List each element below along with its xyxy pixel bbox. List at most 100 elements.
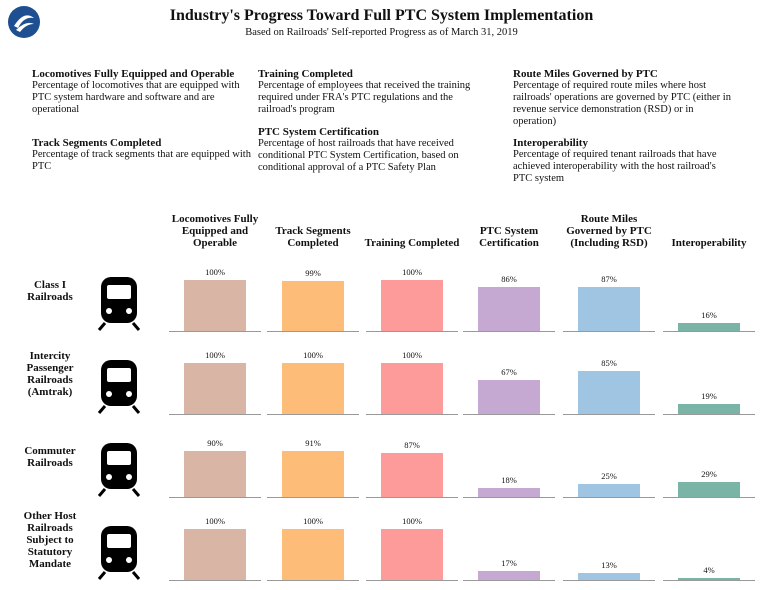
baseline xyxy=(663,580,755,581)
column-header: Training Completed xyxy=(364,237,460,249)
baseline xyxy=(267,497,359,498)
definition: Training Completed Percentage of employee… xyxy=(258,68,478,116)
value-label: 29% xyxy=(701,469,717,480)
bar xyxy=(381,363,443,414)
definition: Route Miles Governed by PTC Percentage of… xyxy=(513,68,733,128)
baseline xyxy=(267,414,359,415)
baseline xyxy=(366,497,458,498)
baseline xyxy=(663,497,755,498)
column-header: PTC System Certification xyxy=(479,225,539,249)
value-label: 13% xyxy=(601,560,617,571)
bar xyxy=(478,287,540,331)
baseline xyxy=(563,580,655,581)
bar xyxy=(478,379,540,414)
value-label: 100% xyxy=(205,350,225,360)
value-label: 87% xyxy=(404,439,420,450)
value-label: 100% xyxy=(402,350,422,360)
definition: PTC System Certification Percentage of ho… xyxy=(258,126,478,174)
value-label: 100% xyxy=(402,267,422,277)
value-label: 100% xyxy=(205,267,225,277)
bar xyxy=(678,404,740,414)
column-header: Locomotives Fully Equipped and Operable xyxy=(171,213,259,249)
value-label: 100% xyxy=(303,350,323,360)
definition-text: Percentage of track segments that are eq… xyxy=(32,149,251,172)
bar xyxy=(578,573,640,580)
definition-heading: Route Miles Governed by PTC xyxy=(513,68,658,80)
baseline xyxy=(169,414,261,415)
bar xyxy=(478,571,540,580)
logo xyxy=(8,6,40,38)
value-label: 67% xyxy=(501,366,517,377)
bar xyxy=(381,529,443,580)
definition-heading: Training Completed xyxy=(258,68,353,80)
bar xyxy=(282,450,344,497)
baseline xyxy=(663,331,755,332)
value-label: 99% xyxy=(305,267,321,278)
bar xyxy=(184,529,246,580)
baseline xyxy=(169,580,261,581)
definition-text: Percentage of host railroads that have r… xyxy=(258,138,459,173)
row-label: Class I Railroads xyxy=(27,279,73,303)
value-label: 25% xyxy=(601,471,617,482)
row-label: Other Host Railroads Subject to Statutor… xyxy=(23,510,77,570)
baseline xyxy=(663,414,755,415)
bar xyxy=(678,577,740,580)
baseline xyxy=(366,580,458,581)
baseline xyxy=(366,331,458,332)
value-label: 17% xyxy=(501,558,517,569)
bar xyxy=(381,280,443,331)
value-label: 4% xyxy=(703,564,715,575)
definition: Track Segments Completed Percentage of tr… xyxy=(32,137,252,173)
baseline xyxy=(366,414,458,415)
baseline xyxy=(563,414,655,415)
title: Industry's Progress Toward Full PTC Syst… xyxy=(169,7,594,24)
subtitle: Based on Railroads' Self-reported Progre… xyxy=(245,27,518,38)
value-label: 87% xyxy=(601,273,617,284)
baseline xyxy=(267,331,359,332)
column-header: Track Segments Completed xyxy=(275,225,351,249)
bar xyxy=(578,370,640,414)
value-label: 19% xyxy=(701,391,717,402)
train-icon xyxy=(97,526,141,580)
bar xyxy=(678,322,740,331)
bar xyxy=(184,280,246,331)
value-label: 100% xyxy=(303,516,323,526)
bar xyxy=(478,487,540,497)
definition-text: Percentage of employees that received th… xyxy=(258,80,471,115)
bar xyxy=(678,482,740,497)
definition-heading: Interoperability xyxy=(513,137,588,149)
baseline xyxy=(169,331,261,332)
baseline xyxy=(267,580,359,581)
value-label: 100% xyxy=(402,516,422,526)
baseline xyxy=(463,331,555,332)
bar xyxy=(282,280,344,331)
definition-text: Percentage of locomotives that are equip… xyxy=(32,80,240,115)
value-label: 85% xyxy=(601,357,617,368)
baseline xyxy=(563,331,655,332)
value-label: 16% xyxy=(701,309,717,320)
definition-heading: Track Segments Completed xyxy=(32,137,162,149)
bar xyxy=(381,452,443,497)
bar xyxy=(282,363,344,414)
definition: Locomotives Fully Equipped and Operable P… xyxy=(32,68,252,116)
value-label: 100% xyxy=(205,516,225,526)
column-header: Route Miles Governed by PTC (Including R… xyxy=(566,213,652,249)
row-label: Intercity Passenger Railroads (Amtrak) xyxy=(26,350,74,398)
baseline xyxy=(563,497,655,498)
value-label: 91% xyxy=(305,437,321,448)
value-label: 18% xyxy=(501,474,517,485)
definition-heading: Locomotives Fully Equipped and Operable xyxy=(32,68,235,80)
bar xyxy=(184,363,246,414)
bar xyxy=(282,529,344,580)
baseline xyxy=(169,497,261,498)
value-label: 90% xyxy=(207,438,223,449)
row-label: Commuter Railroads xyxy=(24,445,76,469)
baseline xyxy=(463,580,555,581)
bar xyxy=(184,451,246,497)
definition-text: Percentage of required tenant railroads … xyxy=(513,149,717,184)
bar xyxy=(578,286,640,331)
column-header: Interoperability xyxy=(671,237,747,249)
definition: Interoperability Percentage of required t… xyxy=(513,137,733,185)
value-label: 86% xyxy=(501,274,517,285)
